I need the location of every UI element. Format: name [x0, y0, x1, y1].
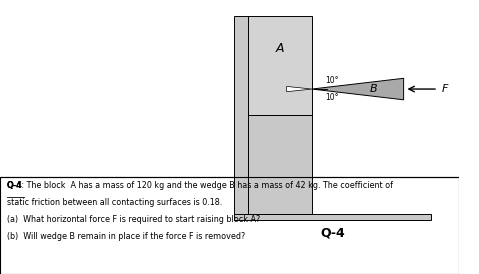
Polygon shape [286, 86, 312, 92]
Text: static friction between all contacting surfaces is 0.18.: static friction between all contacting s… [7, 198, 222, 207]
Text: 10°: 10° [325, 76, 338, 85]
Polygon shape [312, 78, 404, 100]
Bar [248, 115, 312, 214]
Text: Q-4: Q-4 [320, 227, 345, 239]
Text: A: A [275, 41, 284, 55]
Bar [248, 16, 312, 115]
Text: (a)  What horizontal force F is required to start raising block A?: (a) What horizontal force F is required … [7, 215, 260, 224]
Bar [234, 16, 248, 214]
Text: Q-4: The block  A has a mass of 120 kg and the wedge B has a mass of 42 kg. The : Q-4: The block A has a mass of 120 kg an… [7, 181, 393, 190]
Text: F: F [442, 84, 448, 94]
Text: Q-4: Q-4 [7, 181, 23, 190]
Bar [234, 214, 431, 220]
Text: Q-4: Q-4 [7, 181, 23, 190]
Text: 10°: 10° [325, 93, 338, 102]
Text: (b)  Will wedge B remain in place if the force F is removed?: (b) Will wedge B remain in place if the … [7, 232, 245, 241]
Text: B: B [370, 84, 377, 94]
Bar [0, 177, 459, 274]
